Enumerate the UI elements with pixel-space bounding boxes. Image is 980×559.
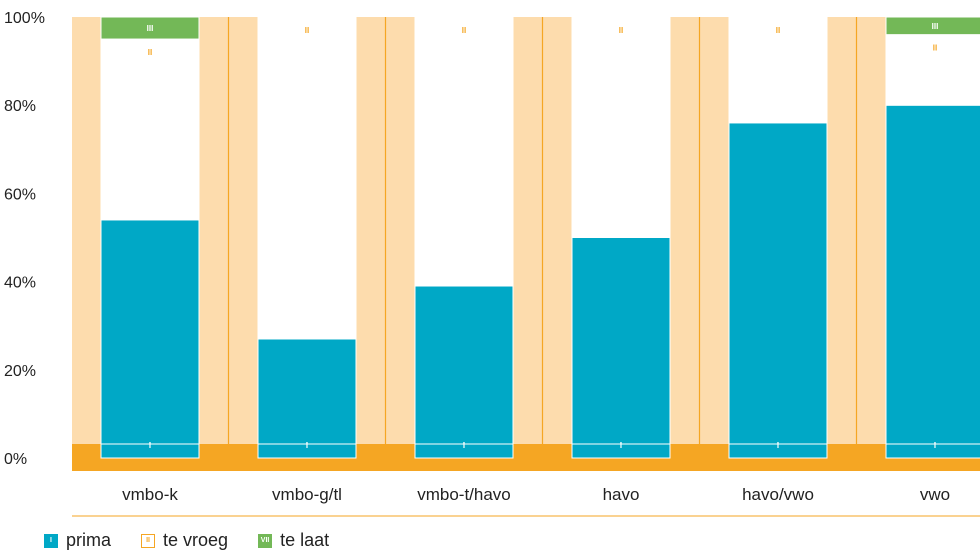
legend-swatch-prima: I — [44, 533, 58, 548]
legend: I prima II te vroeg VII te laat — [44, 530, 329, 551]
bar-segment-prima — [885, 104, 980, 459]
segment-marker-label: II — [933, 44, 937, 53]
legend-swatch-te-vroeg: II — [141, 533, 156, 548]
y-tick-label: 40% — [4, 275, 36, 292]
baseline-band — [72, 444, 980, 471]
segment-marker-label: I — [306, 441, 308, 450]
legend-item-te-vroeg: II te vroeg — [141, 530, 228, 551]
bar-segment-te-laat — [885, 16, 980, 36]
segment-marker-label: II — [148, 48, 152, 57]
bar-base — [414, 443, 514, 459]
segment-marker-label: II — [776, 26, 780, 35]
bar-segment-te-vroeg — [414, 16, 514, 287]
segment-marker-label: III — [932, 22, 939, 31]
bar-segment-te-laat — [100, 16, 200, 40]
y-tick-label: 60% — [4, 186, 36, 203]
plot-background — [72, 17, 980, 458]
x-category-label: vmbo-t/havo — [417, 485, 511, 504]
legend-label-prima: prima — [66, 530, 112, 550]
bar-base — [571, 443, 671, 459]
segment-marker-label: II — [305, 26, 309, 35]
legend-item-te-laat: VII te laat — [258, 530, 329, 551]
y-tick-label: 20% — [4, 363, 36, 380]
y-tick-label: 0% — [4, 451, 27, 468]
segment-marker-label: III — [147, 24, 154, 33]
segment-marker-label: I — [149, 441, 151, 450]
bar-segment-te-vroeg — [100, 38, 200, 221]
segment-marker-label: II — [619, 26, 623, 35]
x-category-label: havo — [603, 485, 640, 504]
bar-segment-te-vroeg — [728, 16, 828, 124]
bar-base — [257, 443, 357, 459]
bar-segment-te-vroeg — [571, 16, 671, 238]
y-tick-label: 80% — [4, 98, 36, 115]
bar-segment-te-vroeg — [885, 34, 980, 106]
bar-base — [728, 443, 828, 459]
legend-label-te-laat: te laat — [280, 530, 330, 550]
legend-item-prima: I prima — [44, 530, 111, 551]
bar-segment-prima — [571, 237, 671, 459]
segment-marker-label: II — [462, 26, 466, 35]
bar-base — [885, 443, 980, 459]
segment-marker-label: I — [777, 441, 779, 450]
legend-label-te-vroeg: te vroeg — [163, 530, 229, 550]
x-category-label: vwo — [920, 485, 950, 504]
segment-marker-label: I — [620, 441, 622, 450]
x-category-label: vmbo-g/tl — [272, 485, 342, 504]
bar-segment-prima — [728, 122, 828, 459]
bar-base — [100, 443, 200, 459]
legend-swatch-te-laat: VII — [258, 533, 273, 548]
x-category-label: havo/vwo — [742, 485, 814, 504]
bar-segment-prima — [100, 219, 200, 459]
segment-marker-label: I — [934, 441, 936, 450]
bar-segment-te-vroeg — [257, 16, 357, 340]
y-tick-label: 100% — [4, 10, 45, 27]
segment-marker-label: I — [463, 441, 465, 450]
bar-segment-prima — [414, 285, 514, 459]
x-category-label: vmbo-k — [122, 485, 178, 504]
